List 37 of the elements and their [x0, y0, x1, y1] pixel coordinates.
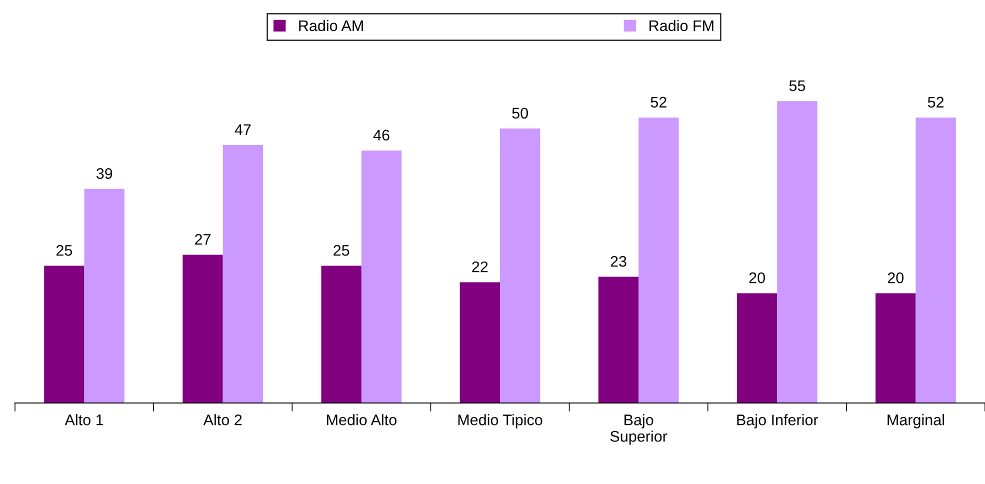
x-tick-label: Bajo Superior — [610, 414, 668, 445]
bar — [182, 254, 223, 403]
legend-label: Radio AM — [299, 20, 363, 32]
bar — [460, 282, 500, 403]
bar — [500, 128, 540, 403]
legend-label: Radio FM — [650, 20, 714, 32]
data-label: 22 — [472, 261, 488, 272]
bar — [361, 150, 402, 403]
data-label: 52 — [650, 96, 666, 108]
data-label: 25 — [56, 244, 72, 256]
bar — [44, 266, 84, 403]
x-tick-label: Marginal — [888, 414, 944, 428]
bar — [321, 266, 362, 403]
x-tick-label: Medio Tipico — [458, 414, 542, 428]
data-label: 46 — [373, 130, 390, 141]
data-label: 27 — [195, 234, 210, 245]
x-tick-label: Alto 1 — [64, 414, 104, 426]
bar — [598, 276, 639, 403]
data-label: 20 — [888, 272, 904, 284]
data-label: 52 — [928, 96, 944, 108]
bar — [777, 101, 818, 403]
x-tick-label: Bajo Inferior — [737, 414, 818, 428]
data-label: 50 — [512, 108, 528, 119]
bar — [84, 188, 124, 403]
bar — [222, 145, 264, 403]
bar — [916, 118, 956, 403]
data-label: 23 — [610, 256, 626, 267]
data-label: 39 — [96, 168, 112, 179]
data-label: 55 — [789, 80, 806, 92]
data-label: 20 — [749, 272, 765, 284]
bar — [876, 293, 916, 403]
data-label: 25 — [334, 244, 350, 256]
x-tick-label: Alto 2 — [203, 414, 242, 426]
bar — [736, 293, 778, 403]
bar — [638, 118, 679, 403]
x-tick-label: Medio Alto — [327, 414, 396, 426]
data-label: 47 — [234, 124, 251, 135]
